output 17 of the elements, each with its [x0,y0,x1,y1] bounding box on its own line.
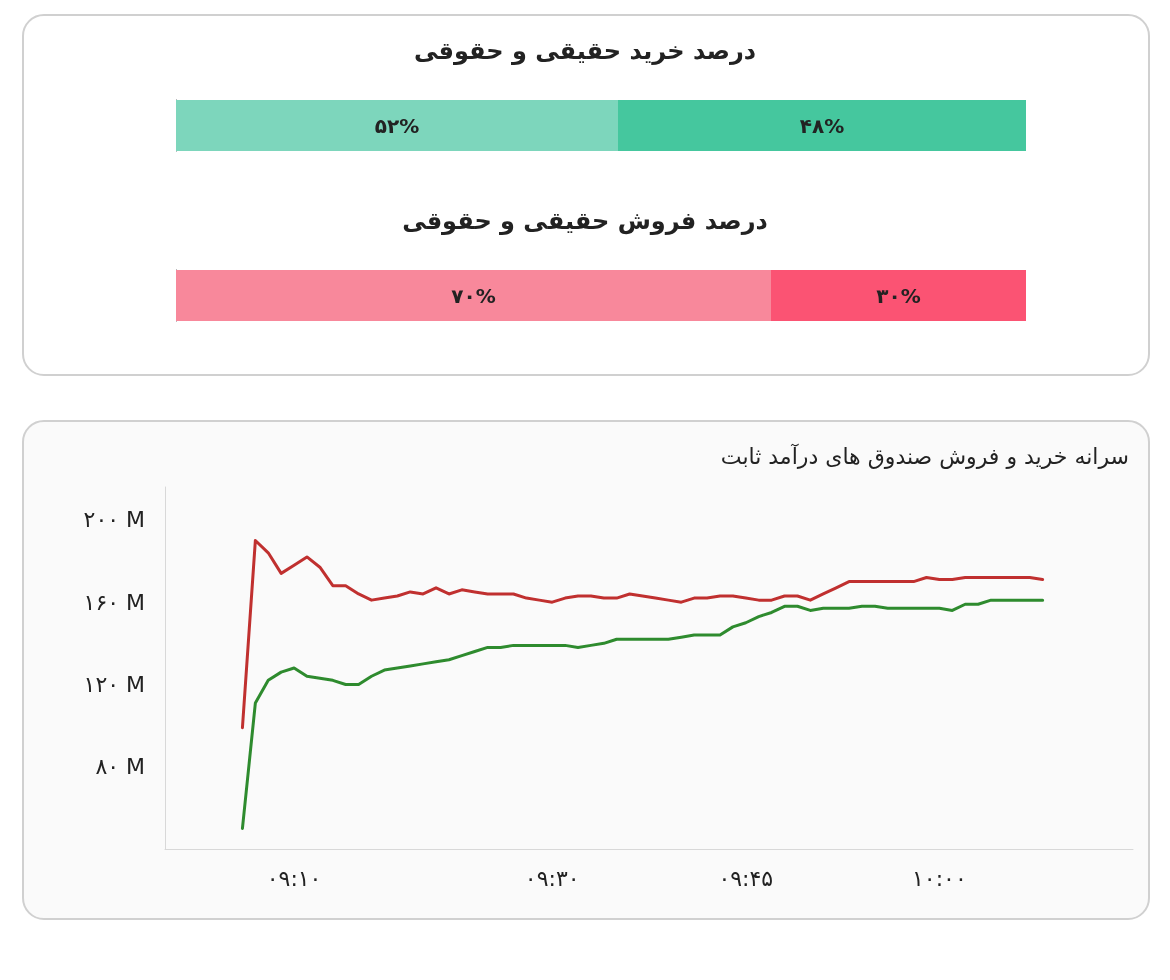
y-tick-label: ۱۶۰ M [83,589,145,615]
data-label: ۳۰% [876,283,921,308]
x-tick-label: ۰۹:۱۰ [266,865,322,891]
y-tick-label: ۱۲۰ M [83,671,145,697]
chart-title: درصد خرید حقیقی و حقوقی [413,37,757,65]
y-tick-label: ۸۰ M [95,754,145,780]
x-tick-label: ۰۹:۳۰ [524,865,580,891]
chart-title: سرانه خرید و فروش صندوق های درآمد ثابت [720,442,1130,470]
data-label: ۵۲% [374,113,420,138]
data-label: ۷۰% [451,283,496,308]
x-tick-label: ۰۹:۴۵ [718,865,774,891]
y-tick-label: ۲۰۰ M [83,507,145,533]
line-series [240,598,1045,830]
line-series [240,538,1045,730]
data-label: ۴۸% [799,113,845,138]
chart-title: درصد فروش حقیقی و حقوقی [402,207,768,235]
x-tick-label: ۱۰:۰۰ [912,865,967,891]
